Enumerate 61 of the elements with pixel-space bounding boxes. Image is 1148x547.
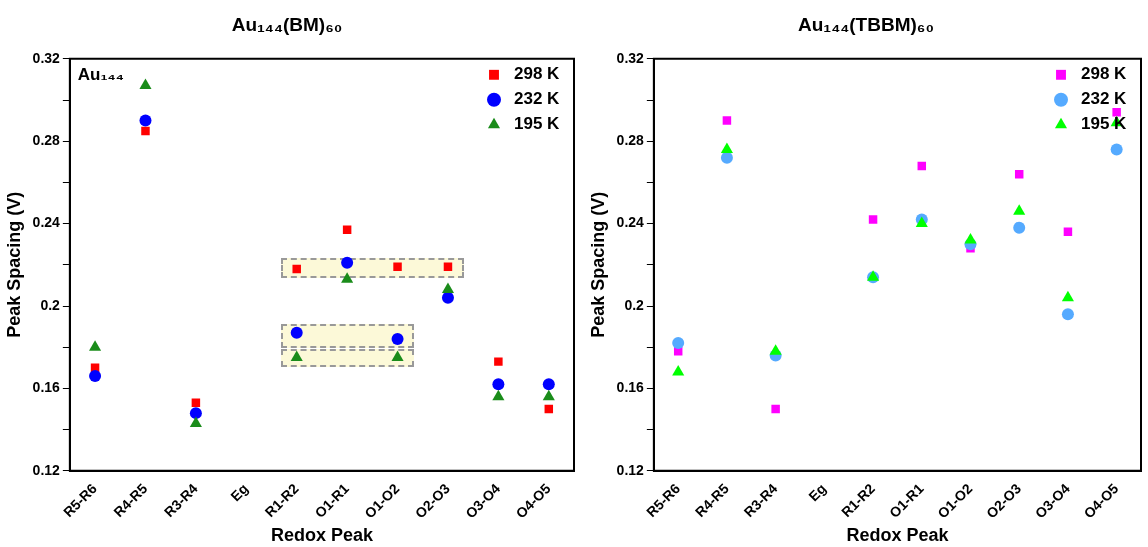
point <box>391 350 404 362</box>
annotation: Au₁₄₄ <box>77 64 124 84</box>
point <box>1110 143 1123 156</box>
point <box>290 326 303 339</box>
legend-label: 298 K <box>514 64 561 84</box>
legend-label: 232 K <box>1081 89 1128 109</box>
y-axis-title: Peak Spacing (V) <box>587 191 608 338</box>
y-tick-label: 0.32 <box>32 49 61 66</box>
point <box>139 78 152 90</box>
y-tick-label: 0.24 <box>32 214 61 231</box>
point <box>769 344 782 355</box>
point <box>88 340 102 351</box>
x-axis-title: Redox Peak <box>270 525 374 546</box>
y-tick-label: 0.32 <box>616 49 645 66</box>
y-tick-label: 0.24 <box>616 214 645 231</box>
point <box>1061 308 1074 321</box>
chart-title: Au₁₄₄(TBBM)₆₀ <box>797 13 935 35</box>
legend-label: 298 K <box>1081 64 1128 84</box>
chart-title: Au₁₄₄(BM)₆₀ <box>231 13 343 35</box>
point <box>722 116 732 125</box>
y-tick-label: 0.16 <box>32 379 61 396</box>
point <box>672 337 685 350</box>
y-axis-title: Peak Spacing (V) <box>3 191 24 338</box>
y-tick-label: 0.2 <box>624 296 645 313</box>
point <box>189 416 202 427</box>
point <box>292 264 301 274</box>
point <box>542 389 555 401</box>
point <box>341 272 354 283</box>
point <box>868 215 878 224</box>
point <box>141 126 150 136</box>
y-tick-label: 0.28 <box>616 132 645 149</box>
point <box>542 378 555 391</box>
legend-label: 195 K <box>514 114 561 134</box>
point <box>964 233 977 244</box>
point <box>492 378 505 391</box>
point <box>290 350 303 362</box>
point <box>771 404 780 414</box>
point <box>720 142 733 153</box>
y-tick-label: 0.28 <box>32 132 61 149</box>
x-tick-label: Eg <box>227 480 252 505</box>
point <box>139 114 152 127</box>
point <box>441 282 455 294</box>
point <box>393 262 402 272</box>
y-tick-label: 0.12 <box>616 461 645 478</box>
point <box>89 370 102 383</box>
x-axis-title: Redox Peak <box>846 525 950 546</box>
point <box>1013 204 1026 215</box>
legend-label: 232 K <box>514 89 561 109</box>
y-tick-label: 0.2 <box>40 296 61 313</box>
point <box>672 364 685 376</box>
point <box>494 357 503 366</box>
point <box>1061 290 1074 302</box>
point <box>341 256 354 269</box>
y-tick-label: 0.16 <box>616 379 645 396</box>
point <box>1112 108 1121 117</box>
point <box>189 407 202 420</box>
x-tick-label: Eg <box>805 480 830 505</box>
point <box>1013 221 1026 234</box>
point <box>492 389 505 401</box>
y-tick-label: 0.12 <box>32 461 61 478</box>
point <box>391 332 404 345</box>
